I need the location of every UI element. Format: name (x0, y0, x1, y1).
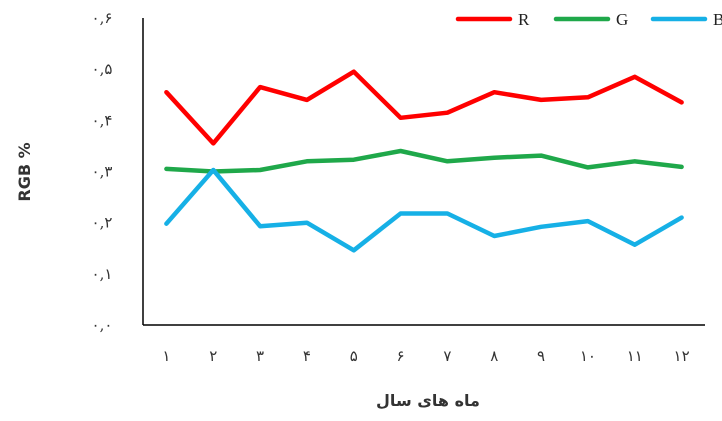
y-tick-label: ۰,۶ (92, 9, 113, 27)
y-tick-label: ۰,۵ (92, 60, 113, 78)
x-tick-label: ۱۱ (627, 347, 643, 365)
y-tick-label: ۰,۰ (92, 316, 113, 334)
x-tick-label: ۱ (162, 347, 170, 365)
y-axis-title: RGB % (15, 142, 34, 201)
axes (142, 18, 705, 326)
legend-label-g: G (616, 10, 628, 29)
x-tick-label: ۵ (350, 347, 358, 365)
x-tick-label: ۱۲ (674, 347, 690, 365)
legend-label-b: B (713, 10, 722, 29)
series-lines (164, 69, 684, 253)
legend-label-r: R (518, 10, 530, 29)
series-line-r (164, 69, 684, 146)
x-tick-label: ۶ (397, 347, 405, 365)
x-tick-label: ۹ (537, 347, 545, 365)
x-axis-title: ماه های سال (376, 391, 480, 410)
y-tick-label: ۰,۳ (92, 163, 113, 181)
y-tick-label: ۰,۲ (92, 214, 113, 232)
y-tick-label: ۰,۱ (92, 265, 113, 283)
x-tick-label: ۳ (256, 347, 264, 365)
x-tick-label: ۴ (303, 347, 311, 365)
x-tick-label: ۷ (443, 347, 451, 365)
y-tick-labels: ۰,۰ ۰,۱ ۰,۲ ۰,۳ ۰,۴ ۰,۵ ۰,۶ (92, 9, 113, 334)
x-tick-label: ۸ (490, 347, 498, 365)
x-tick-label: ۱۰ (580, 347, 596, 365)
series-line-b (164, 167, 684, 253)
series-line-g (164, 148, 684, 174)
y-tick-label: ۰,۴ (92, 111, 113, 129)
x-tick-labels: ۱ ۲ ۳ ۴ ۵ ۶ ۷ ۸ ۹ ۱۰ ۱۱ ۱۲ (162, 347, 689, 365)
x-tick-label: ۲ (209, 347, 217, 365)
